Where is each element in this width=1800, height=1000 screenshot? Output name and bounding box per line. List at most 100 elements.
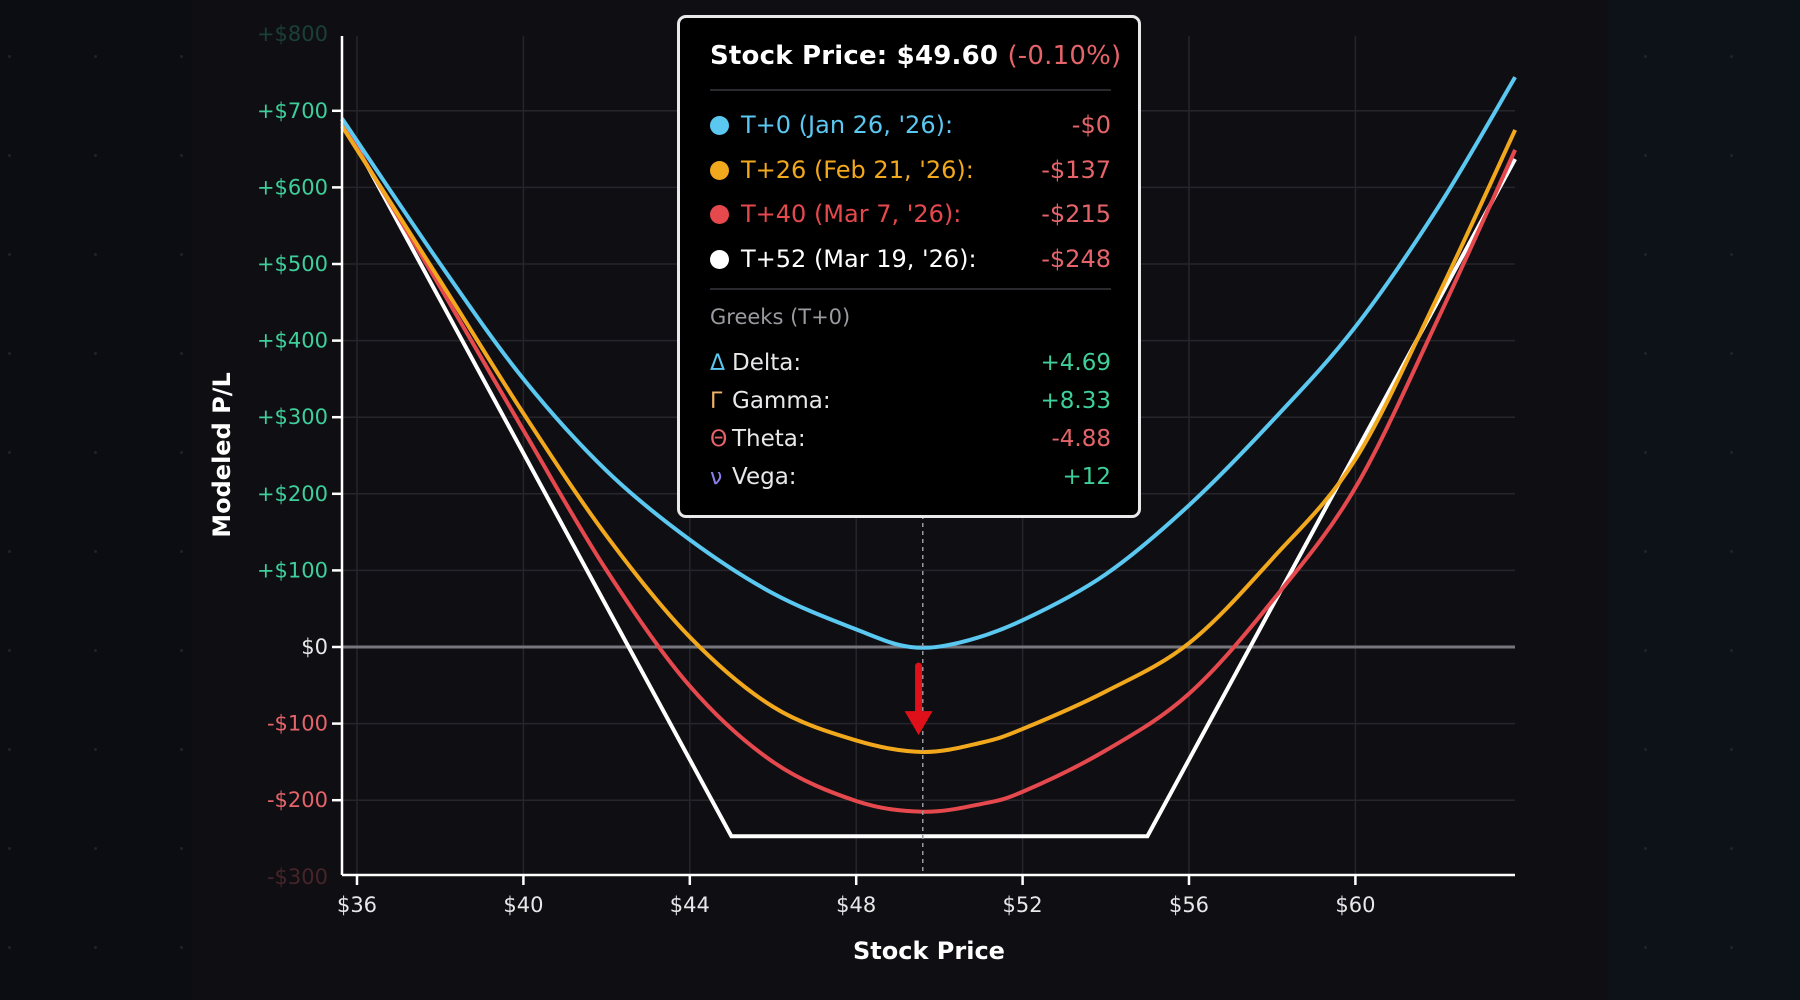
background-dot [1730,253,1733,256]
y-tick-label: +$500 [257,252,328,276]
y-tick-label: $0 [301,635,328,659]
greek-label: Theta: [732,426,806,452]
y-tick-label: +$200 [257,482,328,506]
background-dot [8,253,11,256]
background-dot [1644,550,1647,553]
series-dot-icon [710,204,729,224]
background-dot [94,550,97,553]
series-line [340,118,1517,839]
background-dot [1644,748,1647,751]
background-dot [8,847,11,850]
background-dot [1730,649,1733,652]
tooltip-row-value: -$137 [1041,156,1111,184]
background-dot [8,154,11,157]
background-dot [1644,352,1647,355]
vega-icon: ν [710,464,723,490]
down-arrow-annotation [904,662,933,736]
background-dot [8,550,11,553]
greek-row-gamma: Γ Gamma: +8.33 [710,384,1111,418]
series-dot-icon [710,115,729,135]
background-dot [94,649,97,652]
background-dot [180,649,183,652]
background-dot [1730,550,1733,553]
series-dot-icon [710,249,729,269]
background-dot [1730,154,1733,157]
greek-row-delta: Δ Delta: +4.69 [710,346,1111,380]
background-dot [180,847,183,850]
series-line [340,122,1517,814]
tooltip-row-t0: T+0 (Jan 26, '26): -$0 [710,108,1111,142]
chart-axes [340,36,1515,877]
y-tick-label: +$300 [257,405,328,429]
background-dot [180,253,183,256]
greek-label: Vega: [732,464,797,490]
background-dot [1730,847,1733,850]
background-dot [180,154,183,157]
background-dot [94,451,97,454]
x-tick-label: $36 [337,893,377,917]
chart-series [340,76,1517,839]
y-tick-label: -$300 [267,865,328,889]
background-dot [1644,154,1647,157]
tooltip-row-t26: T+26 (Feb 21, '26): -$137 [710,153,1111,187]
background-dot [1730,748,1733,751]
greek-value: +12 [1062,464,1111,490]
background-dot [8,55,11,58]
background-dot [1644,649,1647,652]
tooltip-row-label: T+40 (Mar 7, '26): [741,200,962,228]
tooltip-row-value: -$215 [1041,200,1111,228]
background-dot [1730,352,1733,355]
x-tick-label: $40 [503,893,543,917]
x-axis-ticks: $36 $40 $44 $48 $52 $56 $60 [337,875,1375,917]
tooltip-row-value: -$248 [1041,245,1111,273]
y-axis-title: Modeled P/L [208,372,236,538]
greeks-header: Greeks (T+0) [710,305,851,329]
theta-icon: Θ [710,426,728,452]
background-dot [94,55,97,58]
greek-row-theta: Θ Theta: -4.88 [710,422,1111,456]
background-dot [94,352,97,355]
series-dot-icon [710,160,729,180]
background-dot [94,154,97,157]
background-dot [1644,847,1647,850]
background-dot [1644,946,1647,949]
background-dot [8,352,11,355]
greek-value: -4.88 [1051,426,1111,452]
x-tick-label: $44 [670,893,710,917]
x-tick-label: $52 [1003,893,1043,917]
greek-value: +8.33 [1040,388,1111,414]
background-dot [180,451,183,454]
tooltip-stock-price: Stock Price: $49.60 [710,41,999,71]
tooltip-row-label: T+0 (Jan 26, '26): [741,111,954,139]
background-dot [8,946,11,949]
background-dot [8,649,11,652]
background-dot [180,946,183,949]
background-dot [8,451,11,454]
y-tick-label: +$800 [257,22,328,46]
delta-icon: Δ [710,350,726,376]
tooltip-title: Stock Price: $49.60 (-0.10%) [710,41,1121,71]
background-dot [1644,451,1647,454]
greek-label: Delta: [732,350,802,376]
tooltip-price-change: (-0.10%) [1007,41,1122,71]
x-tick-label: $56 [1169,893,1209,917]
background-dot [1730,55,1733,58]
background-dot [180,748,183,751]
gamma-icon: Γ [710,388,723,414]
background-dot [1644,55,1647,58]
series-line [340,125,1517,754]
series-line [340,76,1517,650]
background-dot [1730,451,1733,454]
tooltip-row-value: -$0 [1071,111,1111,139]
arrow-down-icon [904,711,933,736]
y-tick-label: +$100 [257,558,328,582]
greek-row-vega: ν Vega: +12 [710,460,1111,494]
right-background-panel [1608,0,1800,1000]
hover-tooltip: Stock Price: $49.60 (-0.10%) T+0 (Jan 26… [677,15,1141,518]
background-dot [180,352,183,355]
background-dot [94,253,97,256]
tooltip-row-t52: T+52 (Mar 19, '26): -$248 [710,242,1111,276]
tooltip-row-label: T+26 (Feb 21, '26): [741,156,974,184]
tooltip-divider [710,288,1111,290]
